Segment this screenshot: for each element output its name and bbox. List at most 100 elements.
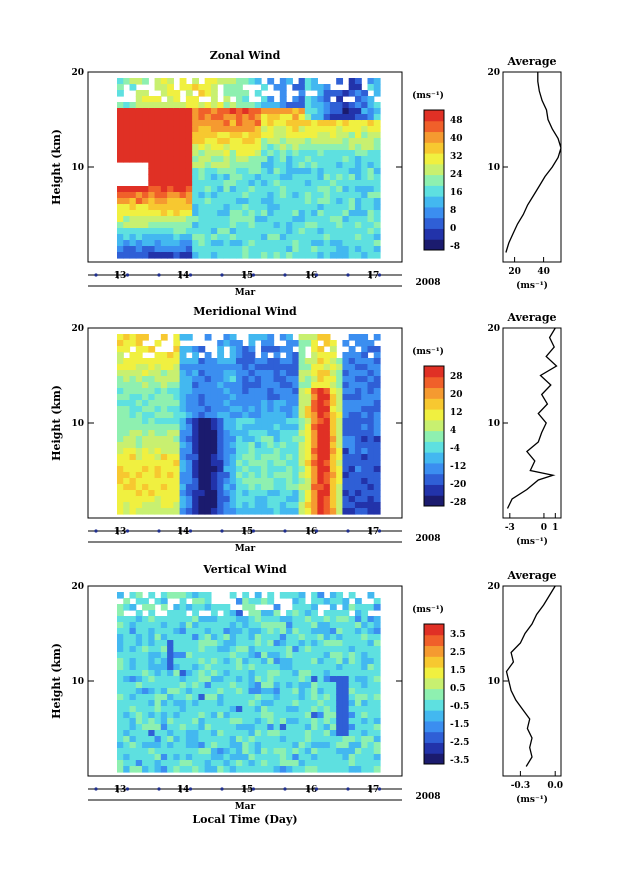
meridional-cell	[298, 346, 306, 353]
zonal-cell	[229, 108, 237, 115]
meridional-cell	[210, 394, 218, 401]
vertical-cell	[129, 748, 137, 755]
meridional-cell	[298, 352, 306, 359]
vertical-cell	[223, 712, 231, 719]
meridional-cell	[173, 346, 181, 353]
zonal-cell	[261, 204, 268, 211]
zonal-cell	[348, 180, 356, 187]
vertical-cell	[298, 640, 306, 647]
vertical-cell	[254, 712, 262, 719]
zonal-cell	[154, 192, 162, 199]
meridional-cell	[317, 370, 325, 377]
meridional-cell	[223, 460, 231, 467]
vertical-cell	[248, 670, 256, 677]
vertical-cell	[286, 652, 293, 659]
vertical-cell	[367, 694, 375, 701]
meridional-cell	[367, 340, 375, 347]
vertical-cell	[292, 670, 300, 677]
vertical-cell	[117, 646, 124, 653]
vertical-cell	[273, 604, 281, 611]
vertical-cell	[179, 658, 187, 665]
vertical-cell	[235, 694, 243, 701]
zonal-cell	[160, 162, 168, 169]
vertical-cell	[129, 736, 137, 743]
zonal-cell	[298, 84, 306, 91]
meridional-cell	[160, 358, 168, 365]
meridional-cell	[129, 412, 137, 419]
meridional-cell	[235, 484, 243, 491]
meridional-cell	[192, 442, 199, 449]
zonal-cbar-swatch	[424, 217, 444, 229]
meridional-cell	[117, 472, 124, 479]
meridional-minor-tick	[283, 529, 287, 533]
zonal-cell	[286, 246, 293, 253]
zonal-cell	[154, 204, 162, 211]
zonal-cell	[336, 252, 344, 259]
zonal-cell	[235, 192, 243, 199]
zonal-cell	[367, 192, 375, 199]
meridional-cell	[142, 436, 149, 443]
meridional-cell	[173, 358, 181, 365]
meridional-cell	[361, 472, 369, 479]
meridional-cell	[273, 364, 281, 371]
meridional-cell	[292, 454, 300, 461]
meridional-cell	[142, 478, 149, 485]
meridional-cell	[373, 412, 381, 419]
vertical-cell	[235, 610, 243, 617]
zonal-cell	[154, 186, 162, 193]
zonal-cell	[354, 96, 362, 103]
vertical-cell	[348, 682, 356, 689]
vertical-cell	[135, 592, 143, 599]
meridional-cell	[248, 454, 256, 461]
meridional-cell	[198, 430, 206, 437]
meridional-cell	[117, 340, 124, 347]
zonal-cell	[311, 168, 318, 175]
zonal-cell	[198, 246, 206, 253]
meridional-cell	[267, 478, 275, 485]
meridional-cell	[336, 460, 344, 467]
vertical-cell	[317, 616, 325, 623]
vertical-cell	[329, 664, 337, 671]
zonal-cell	[148, 108, 156, 115]
meridional-cell	[261, 478, 268, 485]
vertical-cell	[373, 736, 381, 743]
vertical-cell	[267, 592, 275, 599]
zonal-cell	[142, 156, 149, 163]
meridional-cell	[348, 430, 356, 437]
zonal-cell	[154, 234, 162, 241]
meridional-cell	[373, 430, 381, 437]
meridional-cell	[204, 370, 212, 377]
meridional-cell	[298, 460, 306, 467]
meridional-cell	[129, 364, 137, 371]
vertical-cell	[192, 646, 199, 653]
vertical-cell	[254, 592, 262, 599]
zonal-cell	[354, 162, 362, 169]
meridional-cell	[242, 358, 250, 365]
meridional-cell	[217, 340, 225, 347]
meridional-cell	[135, 388, 143, 395]
meridional-cell	[242, 388, 250, 395]
vertical-cell	[217, 700, 225, 707]
meridional-cell	[286, 430, 293, 437]
vertical-cell	[148, 592, 156, 599]
vertical-cell	[192, 742, 199, 749]
meridional-cell	[323, 418, 331, 425]
vertical-cell	[148, 622, 156, 629]
meridional-cbar-unit: (ms⁻¹)	[412, 346, 444, 357]
meridional-cell	[336, 436, 344, 443]
zonal-cell	[185, 108, 193, 115]
zonal-xtick-label: 15	[241, 271, 254, 281]
zonal-cell	[273, 216, 281, 223]
zonal-cell	[229, 222, 237, 229]
meridional-cell	[323, 466, 331, 473]
zonal-cell	[367, 150, 375, 157]
zonal-cell	[185, 222, 193, 229]
vertical-cell	[304, 646, 312, 653]
meridional-cell	[292, 370, 300, 377]
vertical-cell	[179, 688, 187, 695]
zonal-cell	[117, 156, 124, 163]
meridional-cell	[292, 382, 300, 389]
zonal-cell	[323, 144, 331, 151]
meridional-cell	[198, 502, 206, 509]
vertical-cell	[317, 760, 325, 767]
